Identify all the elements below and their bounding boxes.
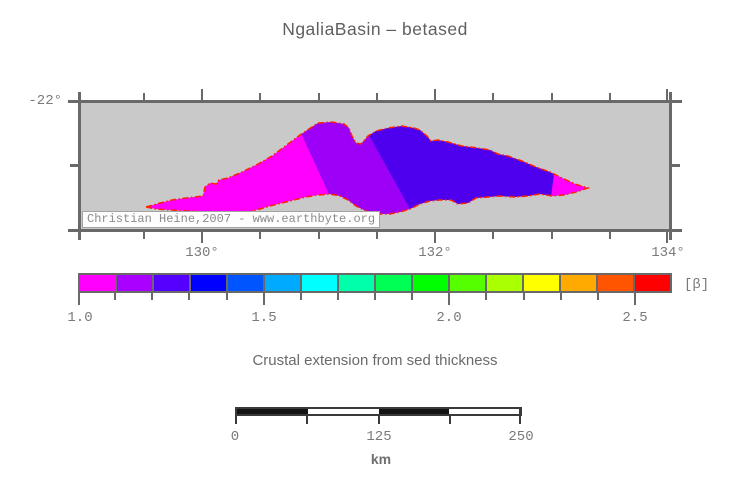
colorbar-unit-label: [β]: [684, 277, 710, 293]
map-tick-minor: [492, 93, 495, 100]
map-tick-minor: [672, 164, 680, 167]
map-tick-minor: [492, 232, 495, 239]
colorbar-cell-15: [633, 275, 670, 291]
colorbar-tick-minor: [596, 293, 599, 300]
map-tick-minor: [608, 232, 611, 239]
map-tick-major: [433, 89, 436, 100]
map-tick-minor: [259, 93, 262, 100]
scale-bar-tick: [305, 416, 308, 424]
colorbar-tick-minor: [485, 293, 488, 300]
map-tick-major: [666, 89, 669, 100]
map-frame: Christian Heine,2007 - www.earthbyte.org: [78, 100, 672, 232]
longitude-label-130: 130°: [185, 245, 219, 261]
map-tick-minor: [375, 232, 378, 239]
colorbar-tick-minor: [114, 293, 117, 300]
colorbar-cell-12: [522, 275, 559, 291]
colorbar-label-1.0: 1.0: [67, 310, 93, 326]
colorbar-tick-major: [633, 293, 636, 305]
map-tick-minor: [375, 93, 378, 100]
colorbar-tick-minor: [559, 293, 562, 300]
basin-map-canvas: [145, 121, 589, 215]
scale-bar-cap: [519, 407, 521, 424]
colorbar-cell-14: [596, 275, 633, 291]
colorbar-cell-9: [411, 275, 448, 291]
map-tick-major: [201, 89, 203, 100]
map-corner-tick: [68, 100, 78, 103]
map-tick-minor: [259, 232, 262, 239]
attribution-box: Christian Heine,2007 - www.earthbyte.org: [82, 211, 381, 228]
map-tick-minor: [317, 93, 320, 100]
colorbar-tick-minor: [299, 293, 302, 300]
scale-bar-tick: [449, 416, 452, 424]
colorbar-tick-major: [262, 293, 265, 305]
colorbar-tick-minor: [374, 293, 376, 300]
colorbar-tick-minor: [411, 293, 414, 300]
colorbar-tick-minor: [151, 293, 154, 300]
scale-bar-segment: [237, 409, 308, 414]
colorbar-label-1.5: 1.5: [251, 310, 277, 326]
colorbar-cell-2: [152, 275, 189, 291]
map-corner-tick: [68, 229, 78, 232]
colorbar-tick-minor: [522, 293, 525, 300]
scale-bar-segment: [307, 409, 379, 414]
map-tick-major: [201, 232, 203, 243]
colorbar-cell-1: [115, 275, 152, 291]
map-corner-tick: [672, 100, 682, 103]
scale-bar: [235, 407, 522, 416]
map-tick-minor: [142, 93, 145, 100]
colorbar: [78, 273, 672, 293]
colorbar-cell-7: [337, 275, 374, 291]
colorbar-cell-0: [80, 275, 115, 291]
colorbar-cell-4: [226, 275, 263, 291]
colorbar-cell-5: [263, 275, 300, 291]
scale-label-125: 125: [366, 429, 392, 445]
colorbar-tick-major: [78, 293, 80, 305]
map-tick-major: [666, 232, 669, 243]
map-tick-major: [433, 232, 436, 243]
colorbar-tick-minor: [336, 293, 339, 300]
map-tick-minor: [142, 232, 145, 239]
colorbar-cell-13: [559, 275, 596, 291]
basin-zone-tip-magenta: [551, 174, 588, 197]
longitude-label-134: 134°: [651, 245, 685, 261]
colorbar-cell-11: [485, 275, 522, 291]
scale-label-250: 250: [508, 429, 534, 445]
colorbar-cell-10: [448, 275, 485, 291]
map-tick-minor: [317, 232, 320, 239]
longitude-label-132: 132°: [418, 245, 452, 261]
map-corner-tick: [78, 92, 81, 100]
latitude-label: -22°: [28, 93, 62, 109]
map-tick-minor: [70, 164, 78, 167]
scale-bar-cap: [235, 407, 237, 424]
colorbar-label-2.0: 2.0: [436, 310, 462, 326]
scale-label-0: 0: [230, 429, 240, 445]
colorbar-label-2.5: 2.5: [622, 310, 648, 326]
map-corner-tick: [672, 229, 682, 232]
map-corner-tick: [669, 92, 672, 100]
scale-bar-segment: [449, 409, 520, 414]
basin-zone-purple: [287, 122, 421, 214]
colorbar-tick-minor: [225, 293, 228, 300]
colorbar-cell-6: [300, 275, 337, 291]
colorbar-cell-8: [374, 275, 411, 291]
scale-unit-label: km: [370, 451, 392, 467]
scale-bar-segment: [378, 409, 450, 414]
scale-bar-tick: [377, 416, 380, 424]
map-corner-tick: [78, 232, 81, 240]
map-tick-minor: [550, 93, 553, 100]
colorbar-tick-major: [448, 293, 451, 305]
caption: Crustal extension from sed thickness: [252, 352, 498, 369]
map-tick-minor: [550, 232, 553, 239]
colorbar-cell-3: [189, 275, 226, 291]
figure-title: NgaliaBasin – betased: [282, 19, 468, 39]
map-corner-tick: [669, 232, 672, 240]
map-tick-minor: [608, 93, 611, 100]
colorbar-tick-minor: [188, 293, 191, 300]
